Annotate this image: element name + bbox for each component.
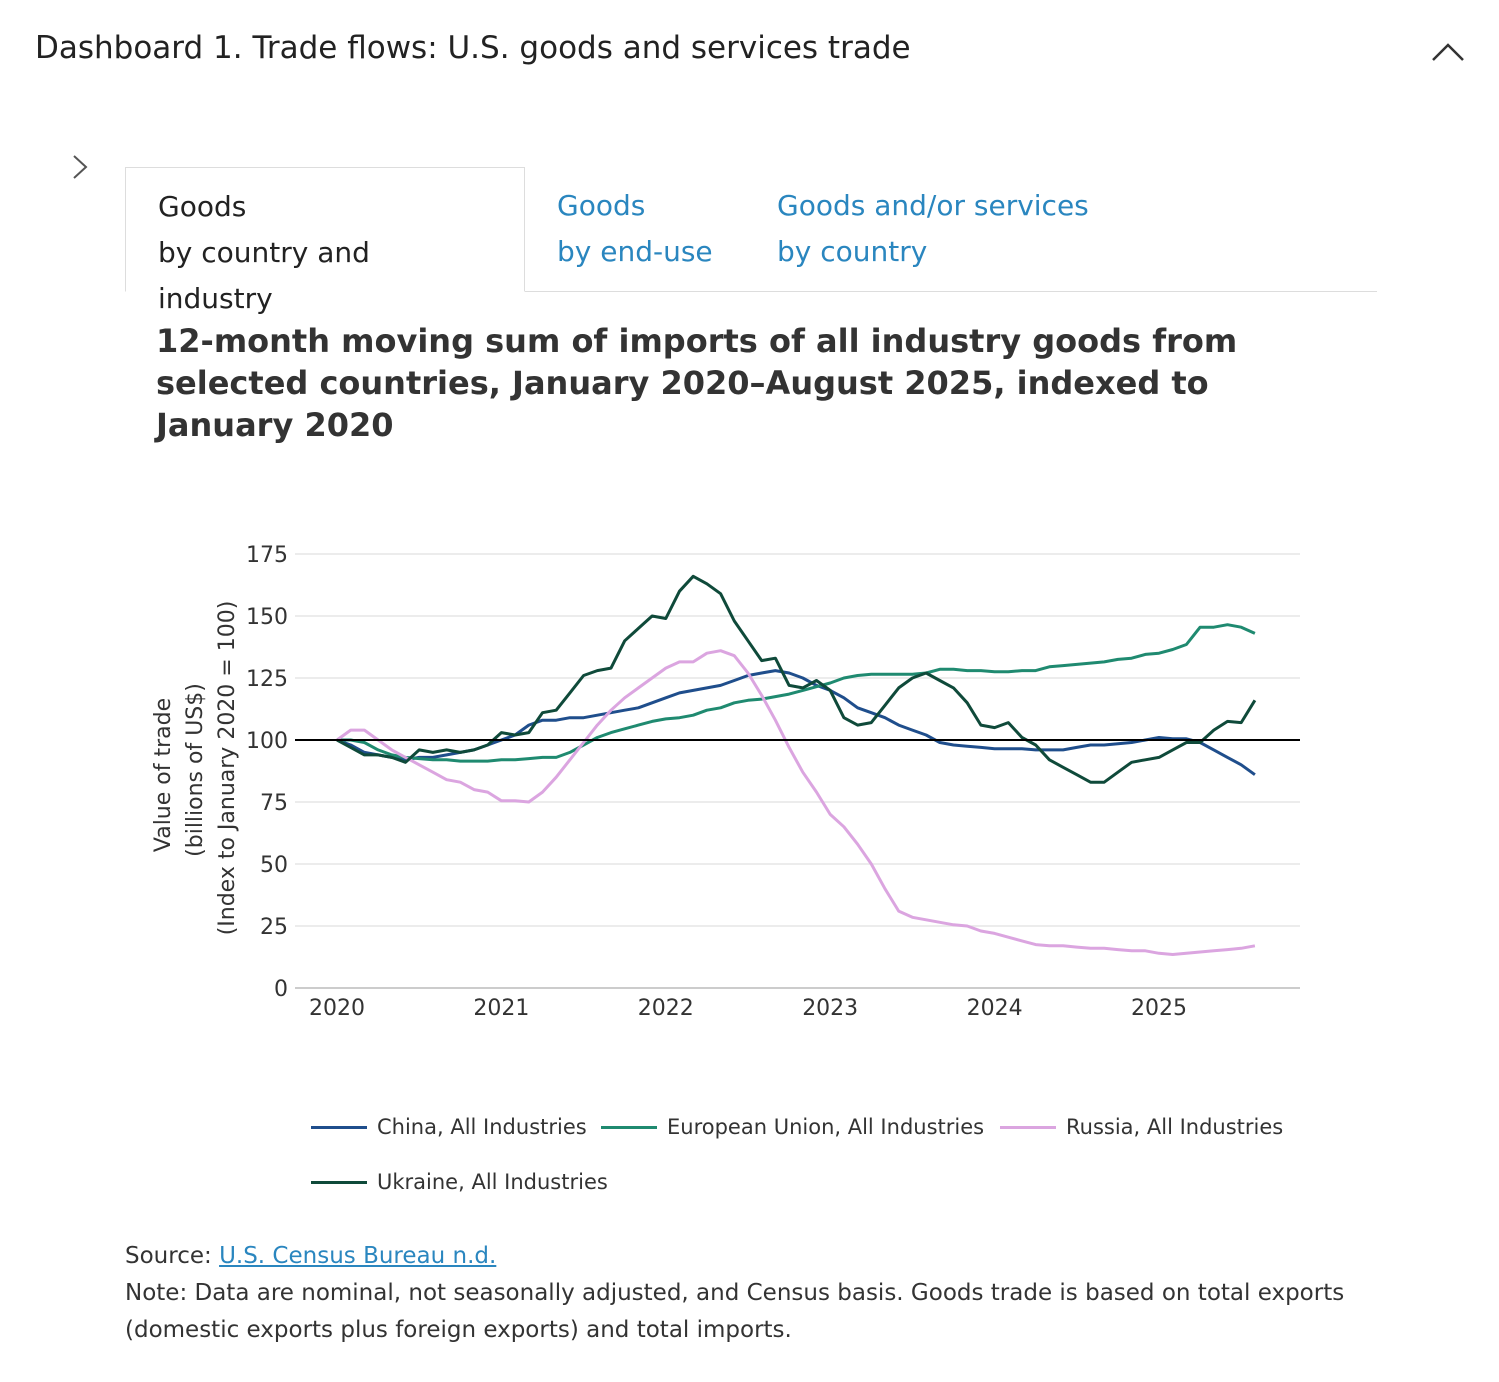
tab-label-line1: Goods — [158, 190, 247, 223]
legend-item-china[interactable]: China, All Industries — [311, 1115, 587, 1139]
chart-title: 12-month moving sum of imports of all in… — [156, 322, 1238, 444]
x-tick-label: 2023 — [802, 996, 858, 1021]
x-tick-label: 2021 — [473, 996, 529, 1021]
y-tick-label: 75 — [260, 791, 288, 816]
source-label: Source: — [125, 1243, 220, 1269]
series-line-russia — [336, 649, 1256, 956]
chevron-right-icon — [73, 155, 88, 179]
dashboard-title: Dashboard 1. Trade flows: U.S. goods and… — [35, 30, 911, 66]
tab-label-line2: by end-use — [557, 235, 713, 268]
line-chart: 0 25 50 75 100 125 150 175 2020 2021 2022 2023 2024 2… — [151, 543, 1300, 1021]
y-tick-label: 125 — [246, 667, 288, 692]
legend-swatch — [601, 1125, 657, 1129]
series-line-european-union — [337, 623, 1256, 763]
tab-goods-by-country-industry[interactable]: Goods by country and industry — [125, 167, 525, 315]
y-tick-label: 100 — [246, 729, 288, 754]
y-axis-label: Value of trade — [151, 698, 176, 852]
note-text: Note: Data are nominal, not seasonally a… — [125, 1280, 1345, 1343]
collapse-button[interactable] — [1430, 36, 1466, 66]
legend-label: Ukraine, All Industries — [377, 1170, 608, 1194]
source-link[interactable]: U.S. Census Bureau n.d. — [219, 1243, 497, 1269]
legend-label: China, All Industries — [377, 1115, 587, 1139]
source-note: Source: U.S. Census Bureau n.d. Note: Da… — [125, 1238, 1365, 1349]
x-tick-label: 2024 — [967, 996, 1023, 1021]
tab-label-line2: by country and industry — [158, 236, 370, 315]
y-axis-label: (Index to January 2020 = 100) — [215, 601, 240, 936]
x-tick-label: 2020 — [309, 996, 365, 1021]
legend-swatch — [1000, 1125, 1056, 1129]
tab-label-line1: Goods — [557, 189, 646, 222]
tab-label-line2: by country — [777, 235, 928, 268]
legend-label: European Union, All Industries — [667, 1115, 985, 1139]
y-axis-label: (billions of US$) — [183, 683, 208, 857]
legend-item-russia[interactable]: Russia, All Industries — [1000, 1115, 1283, 1139]
legend-item-eu[interactable]: European Union, All Industries — [601, 1115, 984, 1139]
y-tick-label: 25 — [260, 915, 288, 940]
tab-bar: Goods by country and industry Goods by e… — [125, 167, 1377, 315]
y-tick-label: 150 — [246, 605, 288, 630]
legend-swatch — [311, 1180, 367, 1184]
legend-item-ukraine[interactable]: Ukraine, All Industries — [311, 1170, 608, 1194]
y-tick-label: 0 — [274, 977, 288, 1002]
x-tick-label: 2025 — [1131, 996, 1187, 1021]
expand-sidebar-button[interactable] — [68, 152, 92, 182]
tab-goods-services-by-country[interactable]: Goods and/or services by country — [745, 167, 1145, 291]
x-tick-label: 2022 — [638, 996, 694, 1021]
chevron-up-icon — [1432, 43, 1464, 61]
legend-label: Russia, All Industries — [1066, 1115, 1284, 1139]
tab-label-line1: Goods and/or services — [777, 189, 1089, 222]
legend-swatch — [311, 1125, 367, 1129]
tab-goods-by-end-use[interactable]: Goods by end-use — [525, 167, 745, 291]
y-tick-label: 50 — [260, 853, 288, 878]
series-line-ukraine — [336, 574, 1257, 784]
y-tick-label: 175 — [246, 543, 288, 568]
